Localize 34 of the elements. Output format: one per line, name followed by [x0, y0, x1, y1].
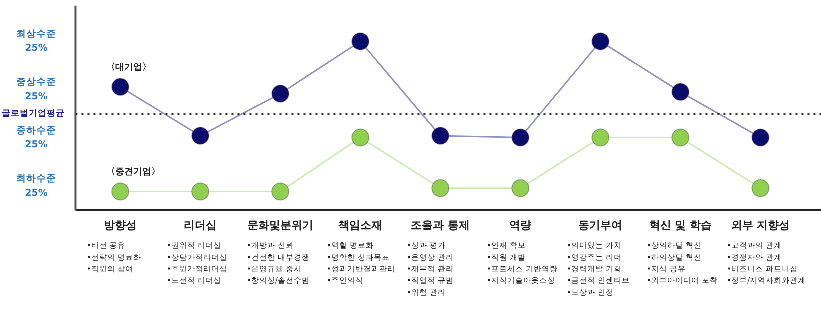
text: 최상수준 25% — [16, 28, 57, 54]
x-tick-label: 동기부여 — [578, 219, 623, 232]
point — [112, 182, 130, 201]
point — [752, 128, 770, 147]
point — [592, 128, 610, 147]
point — [272, 84, 290, 103]
series-label: 〈중견기업〉 — [106, 166, 161, 178]
x-tick-label: 방향성 — [104, 219, 138, 232]
point — [112, 78, 130, 96]
point — [592, 32, 610, 51]
point — [432, 179, 450, 198]
point — [352, 128, 370, 147]
text: 중상수준 25% — [16, 77, 57, 102]
point — [432, 127, 450, 146]
x-tick-label: 외부 지향성 — [731, 219, 790, 232]
point — [672, 83, 690, 102]
point — [512, 179, 530, 198]
x-tick-label: 역량 — [510, 219, 532, 232]
point — [192, 182, 210, 201]
point — [672, 128, 690, 147]
point — [512, 128, 530, 147]
text: 중하수준 25% — [16, 125, 57, 151]
x-tick-label: 책임소재 — [338, 219, 383, 232]
x-tick-label: 조율과 통제 — [411, 219, 470, 232]
x-tick-label: 리더십 — [184, 219, 218, 232]
point — [192, 127, 210, 146]
x-tick-label: 문화및분위기 — [248, 219, 314, 232]
x-tick-label: 혁신 및 학습 — [649, 219, 712, 232]
point — [352, 32, 370, 51]
text: 최하수준 25% — [16, 174, 57, 199]
point — [272, 182, 290, 201]
ref-line-label: 글로벌기업평균 — [2, 109, 66, 120]
series-label: 〈대기업〉 — [106, 62, 152, 74]
point — [752, 179, 770, 198]
